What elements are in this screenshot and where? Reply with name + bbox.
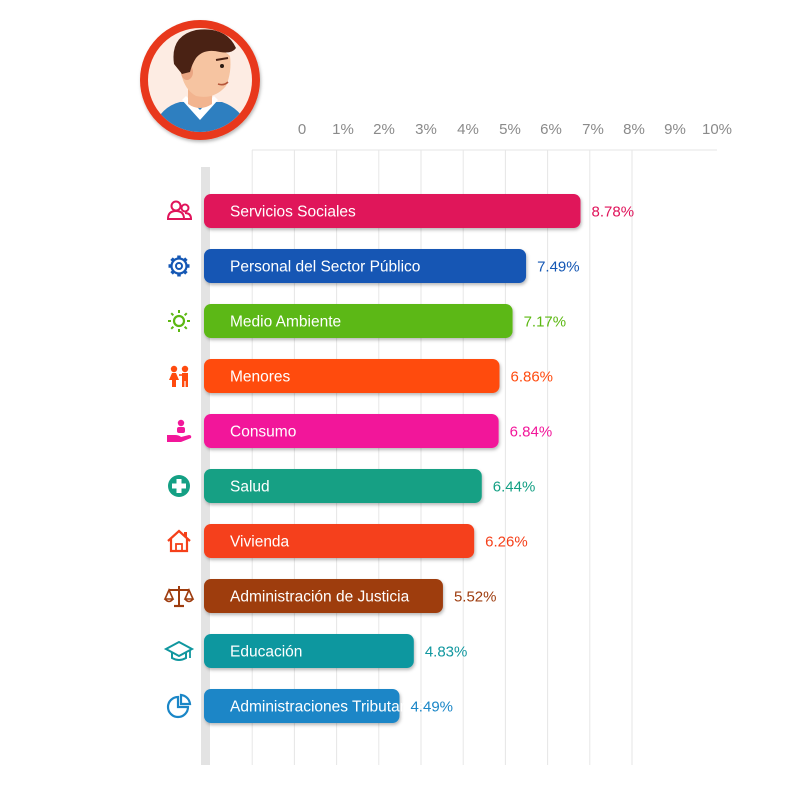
gridlines [251, 149, 717, 765]
bar-row: Personal del Sector Público 7.49% [204, 249, 580, 283]
x-tick-label: 0 [298, 121, 306, 138]
x-tick-label: 6% [540, 121, 562, 138]
x-tick-label: 1% [332, 121, 354, 138]
bar-value-label: 6.26% [485, 534, 528, 551]
bar-row: Servicios Sociales 8.78% [204, 194, 634, 228]
bar-row: Educación 4.83% [204, 634, 467, 668]
x-tick-label: 8% [623, 121, 645, 138]
medical-cross-icon [168, 475, 190, 497]
bar-category-label: Personal del Sector Público [230, 259, 420, 276]
x-tick-label: 5% [499, 121, 521, 138]
bar-category-label: Medio Ambiente [230, 314, 341, 331]
bar-category-label: Servicios Sociales [230, 204, 356, 221]
bar [204, 689, 400, 723]
bar [204, 469, 482, 503]
bar-value-label: 5.52% [454, 589, 497, 606]
bar-value-label: 7.49% [537, 259, 580, 276]
bar-row: Menores 6.86% [204, 359, 553, 393]
bar [204, 414, 499, 448]
person-avatar-icon [140, 20, 260, 140]
bar-value-label: 6.44% [493, 479, 536, 496]
children-icon [169, 365, 189, 387]
x-axis-ticks: 0 1% 2% 3% 4% 5% 6% 7% 8% 9% 10% [298, 121, 732, 138]
bar-row: Administración de Justicia 5.52% [204, 579, 496, 613]
x-tick-label: 4% [457, 121, 479, 138]
bar-row: Vivienda 6.26% [204, 524, 528, 558]
bar-category-label: Menores [230, 369, 291, 386]
sun-icon [168, 310, 190, 332]
bars: Servicios Sociales 8.78% Personal del Sect… [204, 194, 634, 723]
bar-category-label: Administración de Justicia [230, 589, 410, 606]
bar-category-label: Administraciones Tributarias [230, 699, 425, 716]
bar-value-label: 4.49% [410, 699, 453, 716]
x-tick-label: 10% [702, 121, 732, 138]
bar-row: Salud 6.44% [204, 469, 535, 503]
bar [204, 359, 500, 393]
axis-baseline [201, 167, 210, 765]
bar-category-label: Consumo [230, 424, 296, 441]
graduation-cap-icon [163, 640, 195, 661]
x-tick-label: 2% [373, 121, 395, 138]
bar-value-label: 8.78% [592, 204, 635, 221]
bar-value-label: 4.83% [425, 644, 468, 661]
scales-of-justice-icon [163, 586, 195, 608]
x-tick-label: 3% [415, 121, 437, 138]
bar-category-label: Educación [230, 644, 302, 661]
house-icon [167, 529, 191, 553]
hand-holding-person-icon [167, 419, 192, 442]
bar-category-label: Salud [230, 479, 270, 496]
bar-row: Medio Ambiente 7.17% [204, 304, 566, 338]
bar-value-label: 6.84% [510, 424, 553, 441]
x-tick-label: 9% [664, 121, 686, 138]
people-icon [166, 200, 193, 220]
bar [204, 304, 513, 338]
category-icons [163, 200, 195, 719]
bar [204, 634, 414, 668]
x-tick-label: 7% [582, 121, 604, 138]
bar [204, 579, 443, 613]
bar-category-label: Vivienda [230, 534, 290, 551]
bar-value-label: 7.17% [524, 314, 567, 331]
bar [204, 249, 527, 283]
pie-chart-icon [166, 693, 192, 719]
bar [204, 524, 475, 558]
bar-row: Consumo 6.84% [204, 414, 552, 448]
bar [204, 194, 581, 228]
gear-icon [168, 255, 190, 277]
bar-value-label: 6.86% [510, 369, 553, 386]
